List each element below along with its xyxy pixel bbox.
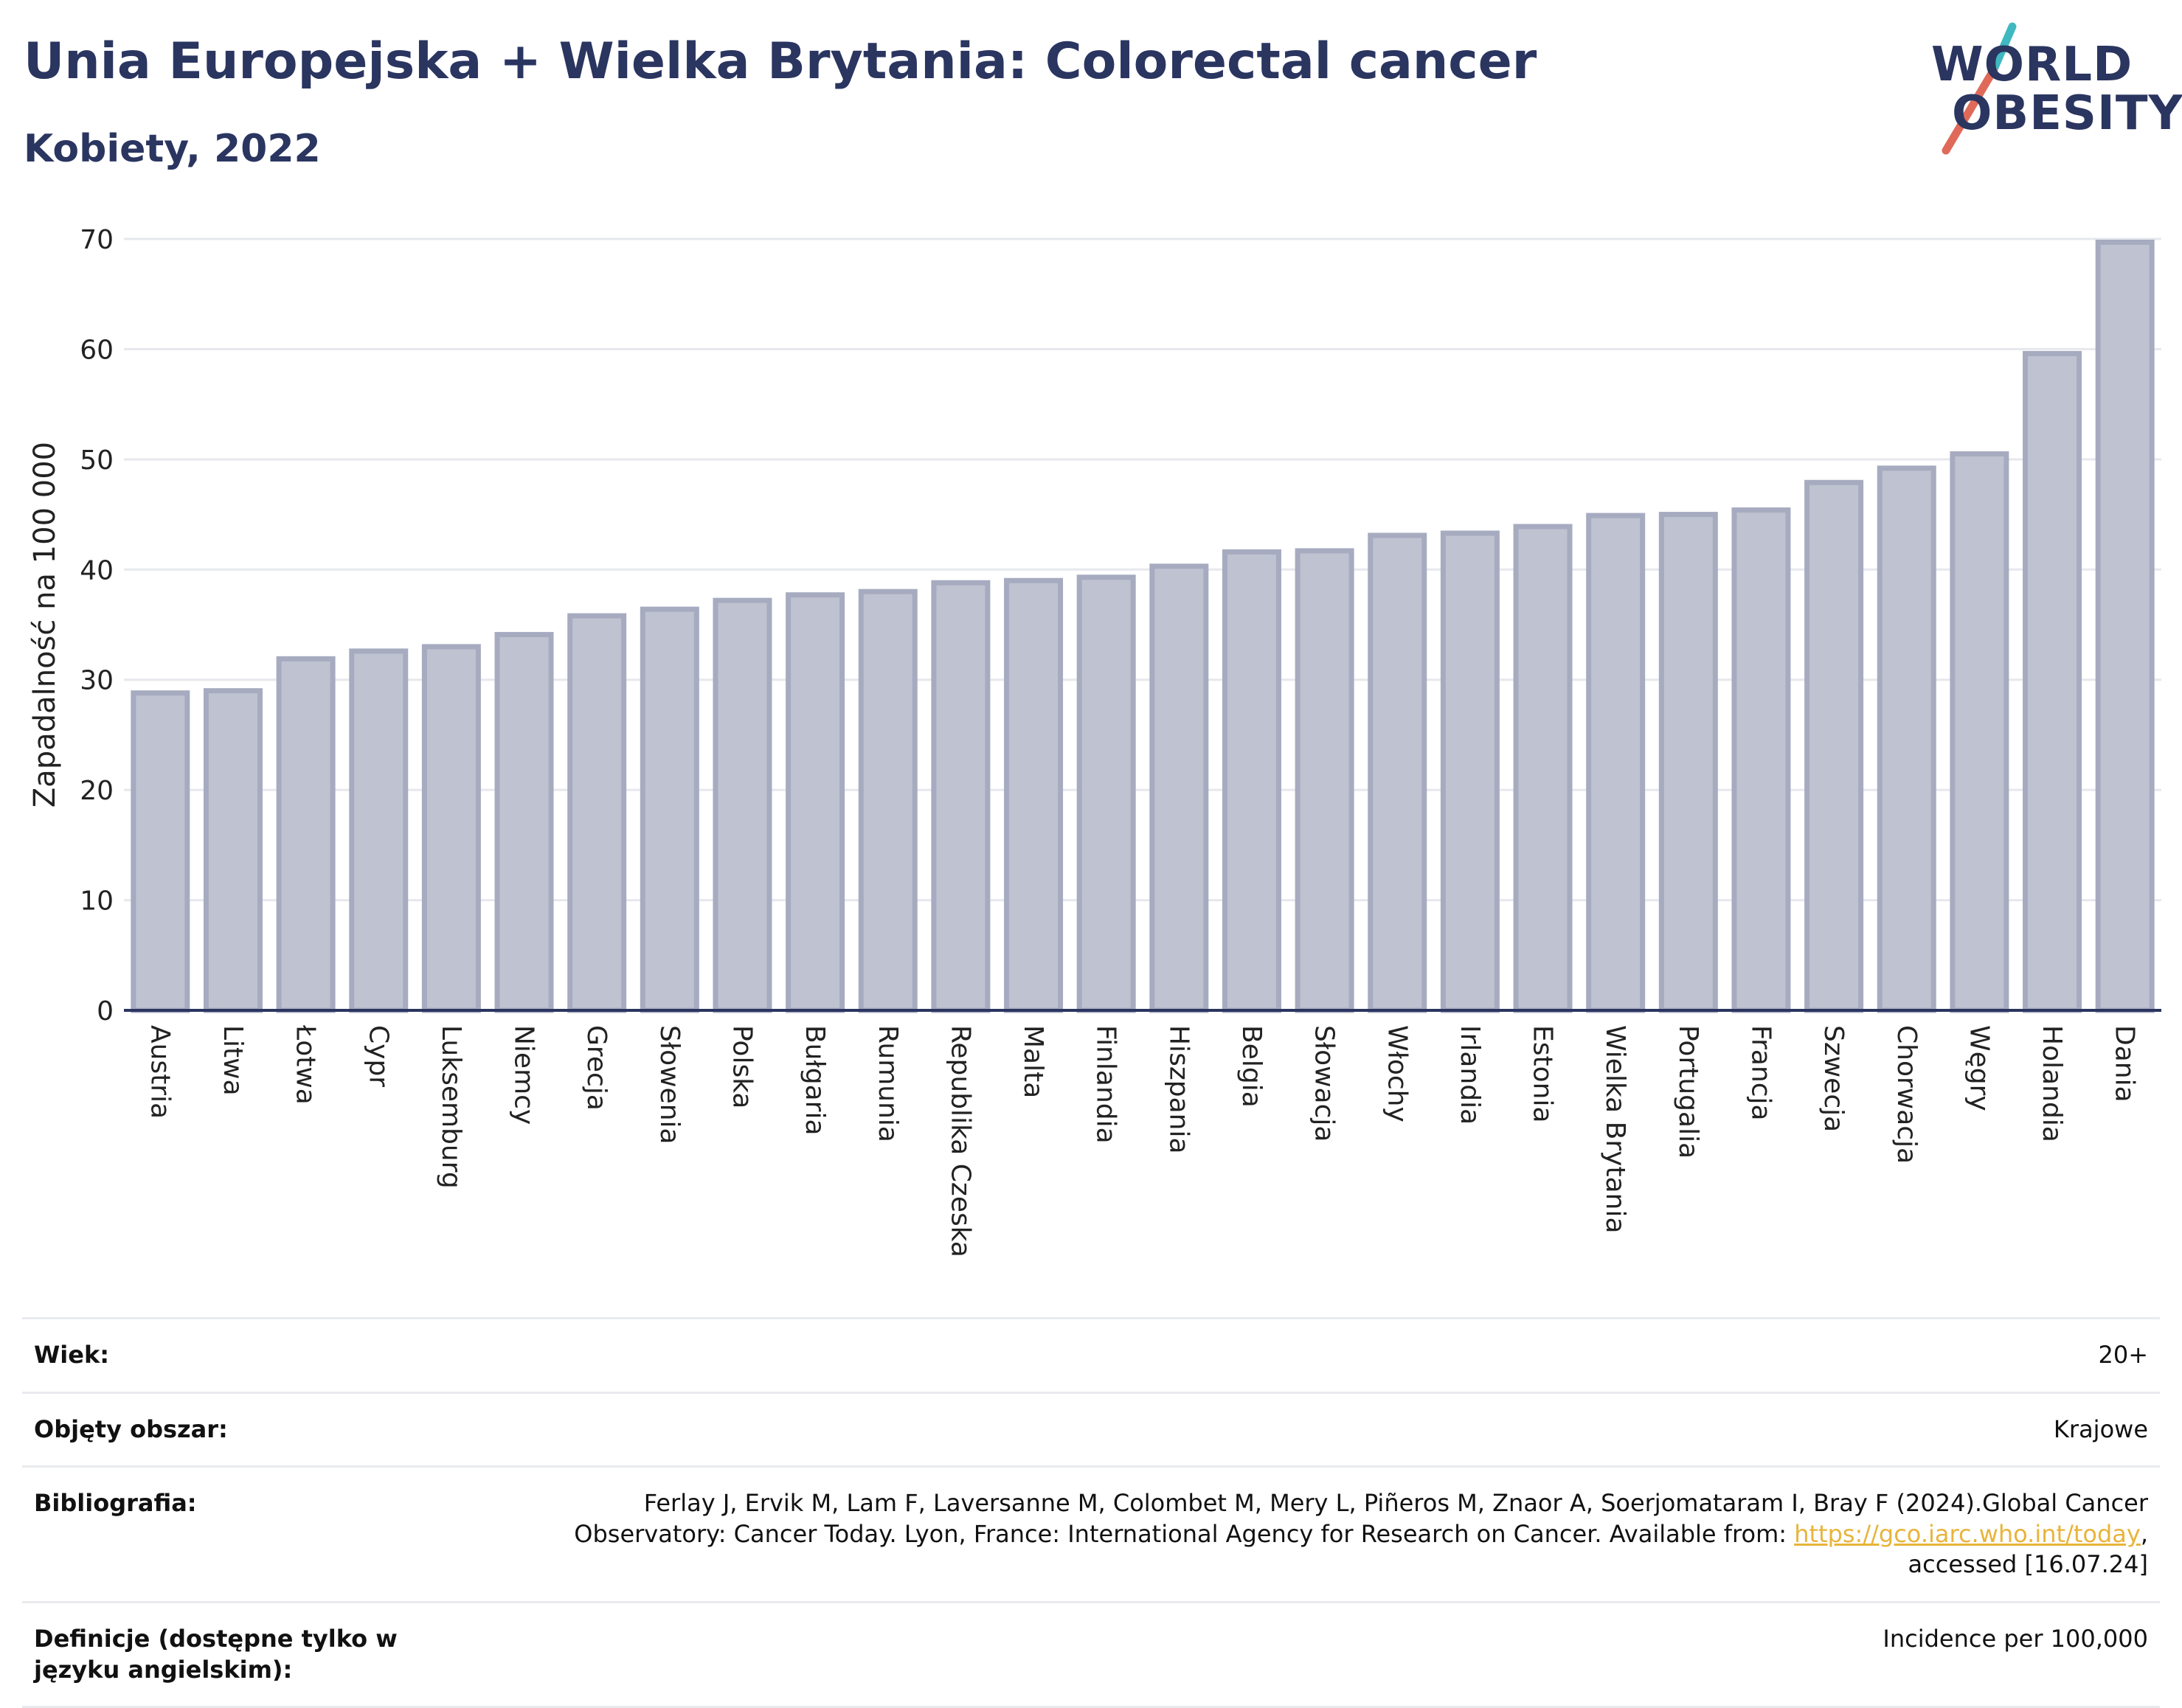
meta-label-bibliography: Bibliografia: (34, 1489, 197, 1518)
x-tick-label: Irlandia (1455, 1025, 1485, 1125)
bar-portugalia (1658, 512, 1718, 1013)
y-tick-labels: 0 10 20 30 40 50 60 70 (80, 225, 114, 1027)
meta-value-coverage: Krajowe (2053, 1414, 2148, 1443)
bar-chart: 0 10 20 30 40 50 60 70 Austria Litwa Łotwa Cypr Luk… (28, 225, 2161, 1257)
bar-malta (1004, 577, 1064, 1013)
x-tick-label: Słowacja (1309, 1025, 1340, 1142)
bar-łotwa (276, 656, 336, 1013)
x-tick-label: Szwecja (1818, 1025, 1849, 1132)
bar-republika-czeska (931, 580, 991, 1013)
meta-value-definitions: Incidence per 100,000 (1883, 1624, 2148, 1653)
meta-row-coverage: Objęty obszar: Krajowe (22, 1391, 2160, 1466)
x-tick-label: Holandia (2037, 1025, 2067, 1142)
bibliography-text: Ferlay J, Ervik M, Lam F, Laversanne M, … (574, 1489, 2148, 1548)
bar-austria (131, 690, 190, 1013)
bar-hiszpania (1149, 563, 1209, 1013)
bar-polska (713, 597, 772, 1013)
x-tick-label: Grecja (581, 1025, 612, 1111)
meta-label-age: Wiek: (34, 1341, 110, 1369)
bar-estonia (1513, 524, 1573, 1013)
y-tick-label: 10 (80, 886, 114, 917)
metadata-table: Wiek: 20+ Objęty obszar: Krajowe Bibliog… (22, 1317, 2160, 1708)
bars (131, 239, 2155, 1013)
x-tick-label: Finlandia (1091, 1025, 1121, 1144)
x-tick-label: Republika Czeska (945, 1025, 975, 1257)
bar-słowacja (1295, 548, 1354, 1013)
bibliography-link[interactable]: https://gco.iarc.who.int/today (1794, 1519, 2141, 1548)
logo-line-2: OBESITY (1952, 86, 2182, 141)
x-tick-label: Dania (2110, 1025, 2140, 1103)
y-axis-title: Zapadalność na 100 000 (28, 442, 62, 808)
meta-label-definitions: Definicje (dostępne tylko w języku angie… (34, 1624, 398, 1684)
x-tick-label: Luksemburg (436, 1025, 466, 1189)
x-tick-label: Włochy (1382, 1025, 1412, 1122)
bar-irlandia (1440, 530, 1500, 1013)
x-tick-label: Wielka Brytania (1600, 1025, 1630, 1234)
bar-finlandia (1076, 574, 1136, 1013)
y-tick-label: 70 (80, 225, 114, 255)
bar-wielka-brytania (1586, 513, 1646, 1013)
x-tick-label: Polska (727, 1025, 757, 1108)
y-tick-label: 30 (80, 666, 114, 696)
bar-włochy (1368, 532, 1427, 1013)
meta-row-bibliography: Bibliografia: Ferlay J, Ervik M, Lam F, … (22, 1465, 2160, 1601)
x-tick-labels: Austria Litwa Łotwa Cypr Luksemburg Niemcy Gre… (145, 1024, 2139, 1257)
x-tick-label: Bułgaria (800, 1025, 830, 1136)
x-tick-label: Litwa (218, 1025, 248, 1096)
x-tick-label: Belgia (1236, 1025, 1267, 1108)
x-tick-label: Portugalia (1673, 1025, 1703, 1159)
y-tick-label: 50 (80, 445, 114, 476)
x-tick-label: Rumunia (873, 1025, 903, 1142)
bar-holandia (2023, 350, 2082, 1013)
y-tick-label: 0 (97, 996, 114, 1027)
meta-row-age: Wiek: 20+ (22, 1317, 2160, 1392)
y-tick-label: 20 (80, 776, 114, 806)
bibliography-accessed: , accessed [16.07.24] (1908, 1519, 2148, 1579)
bar-chorwacja (1877, 465, 1936, 1013)
bar-grecja (567, 613, 627, 1013)
bar-bułgaria (786, 592, 845, 1013)
x-tick-label: Słowenia (654, 1025, 685, 1145)
y-tick-label: 40 (80, 555, 114, 586)
bar-belgia (1222, 549, 1281, 1013)
meta-label-coverage: Objęty obszar: (34, 1414, 228, 1443)
x-tick-label: Łotwa (291, 1024, 321, 1105)
x-tick-label: Węgry (1964, 1025, 1994, 1111)
x-tick-label: Chorwacja (1891, 1025, 1922, 1164)
bar-węgry (1950, 451, 2009, 1013)
chart-title: Unia Europejska + Wielka Brytania: Color… (24, 32, 1537, 91)
bar-rumunia (858, 589, 918, 1013)
bar-cypr (349, 648, 409, 1013)
chart-subtitle: Kobiety, 2022 (24, 127, 321, 171)
meta-row-definitions: Definicje (dostępne tylko w języku angie… (22, 1600, 2160, 1708)
x-tick-label: Estonia (1528, 1025, 1558, 1123)
x-tick-label: Austria (145, 1025, 175, 1119)
logo-slash-icon (1942, 22, 2017, 155)
logo-line-1: WORLD (1931, 38, 2133, 92)
x-tick-label: Malta (1018, 1025, 1048, 1098)
x-tick-label: Cypr (363, 1025, 393, 1087)
bar-szwecja (1804, 479, 1864, 1013)
meta-value-age: 20+ (2098, 1341, 2148, 1369)
bar-francja (1731, 507, 1791, 1013)
bar-dania (2095, 239, 2155, 1013)
meta-value-bibliography: Ferlay J, Ervik M, Lam F, Laversanne M, … (525, 1488, 2148, 1580)
x-tick-label: Hiszpania (1163, 1025, 1194, 1154)
bar-luksemburg (421, 644, 481, 1013)
world-obesity-logo: WORLD OBESITY (1925, 22, 2182, 155)
bar-litwa (203, 688, 263, 1013)
y-tick-label: 60 (80, 335, 114, 365)
x-tick-label: Francja (1745, 1025, 1776, 1121)
bar-słowenia (640, 606, 699, 1013)
bar-niemcy (494, 631, 554, 1013)
x-tick-label: Niemcy (509, 1025, 539, 1125)
